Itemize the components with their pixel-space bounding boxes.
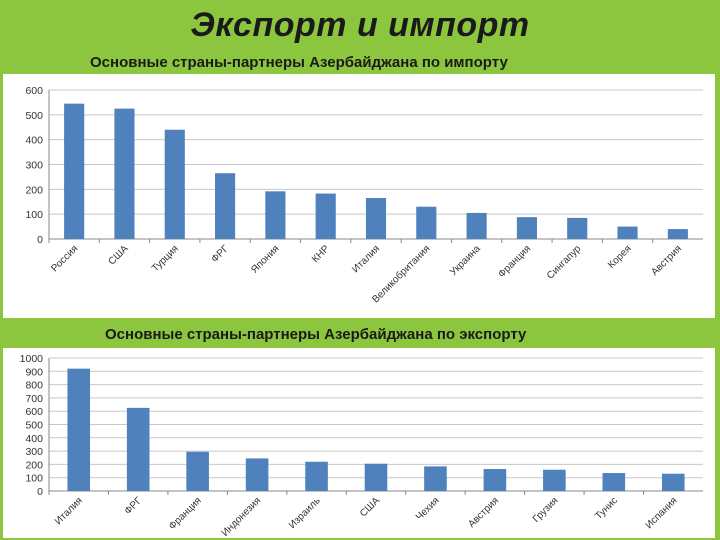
export-chart-panel: 0 100 200 300 400 500 600 700 800 900 1000 Италия ФР…: [3, 348, 715, 538]
import-chart-title: Основные страны-партнеры Азербайджана по…: [90, 54, 508, 71]
y-tick-label: 700: [25, 393, 43, 405]
bar: [365, 198, 387, 239]
category-label: США: [106, 243, 130, 267]
bar: [567, 217, 588, 239]
bar: [424, 466, 447, 491]
category-label: Сингапур: [545, 243, 584, 282]
bar: [315, 193, 336, 239]
bar: [114, 108, 135, 239]
import-bar-chart: 0 100 200 300 400 500 600 Россия США Турция ФРГ Япо…: [25, 85, 703, 305]
bar: [64, 103, 85, 240]
category-label: Франция: [496, 243, 533, 280]
bar: [661, 473, 685, 491]
bar: [67, 368, 91, 491]
y-tick-label: 500: [25, 420, 43, 432]
category-label: Корея: [606, 243, 634, 271]
category-label: Франция: [167, 495, 204, 532]
bar: [215, 173, 236, 239]
y-tick-label: 200: [25, 184, 43, 196]
import-chart-panel: 0 100 200 300 400 500 600 Россия США Турция ФРГ Япо…: [3, 74, 715, 318]
category-label: ФРГ: [123, 495, 145, 517]
category-label: Испания: [644, 495, 680, 531]
category-label: Грузия: [531, 495, 561, 525]
category-label: КНР: [310, 243, 332, 265]
y-tick-label: 200: [25, 459, 43, 471]
y-tick-label: 1000: [20, 353, 44, 365]
bar: [483, 469, 507, 491]
bar: [602, 473, 626, 491]
bar: [466, 212, 487, 239]
y-tick-label: 600: [25, 85, 43, 97]
bar: [265, 191, 286, 239]
category-label: Индонезия: [220, 495, 264, 538]
y-tick-label: 300: [25, 160, 43, 172]
bar: [516, 217, 537, 239]
y-tick-label: 600: [25, 406, 43, 418]
y-tick-label: 0: [37, 234, 43, 246]
category-label: Тунис: [593, 495, 620, 522]
category-label: США: [358, 495, 382, 519]
bar: [305, 461, 328, 491]
y-tick-label: 900: [25, 366, 43, 378]
bar: [416, 206, 437, 239]
category-label: Турция: [150, 243, 181, 274]
slide-title: Экспорт и импорт: [190, 6, 530, 44]
y-tick-label: 500: [25, 110, 43, 122]
bar: [617, 226, 638, 239]
bar: [667, 229, 688, 239]
y-tick-label: 100: [25, 209, 43, 221]
y-tick-label: 100: [25, 473, 43, 485]
y-tick-label: 300: [25, 446, 43, 458]
category-label: Италия: [53, 495, 85, 527]
category-label: Россия: [49, 243, 80, 274]
category-label: Австрия: [649, 243, 684, 278]
y-tick-label: 400: [25, 433, 43, 445]
bar: [186, 451, 209, 491]
bar: [364, 463, 388, 491]
category-label: Чехия: [414, 495, 442, 523]
y-tick-label: 0: [37, 486, 43, 498]
category-label: Италия: [350, 243, 382, 275]
y-tick-label: 400: [25, 135, 43, 147]
y-tick-label: 800: [25, 380, 43, 392]
category-label: ФРГ: [209, 243, 231, 265]
category-label: Япония: [249, 243, 281, 275]
category-label: Австрия: [466, 495, 501, 530]
category-label: Израиль: [287, 495, 323, 531]
bar: [164, 129, 185, 239]
bar: [245, 458, 269, 491]
bar: [126, 407, 150, 491]
bar: [543, 469, 566, 491]
export-chart-title: Основные страны-партнеры Азербайджана по…: [105, 326, 527, 343]
category-label: Украина: [448, 243, 483, 278]
